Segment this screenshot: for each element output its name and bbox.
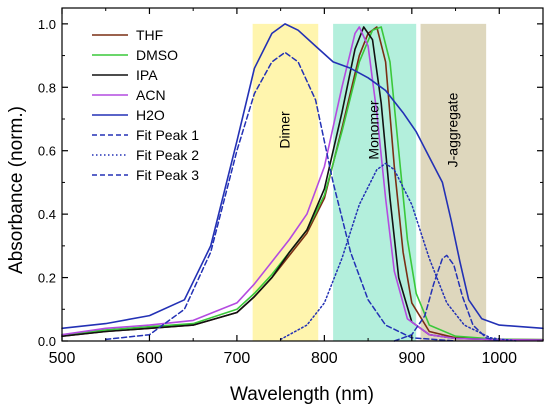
region-labels-layer: Dimer Monomer J-aggregate (276, 92, 460, 167)
y-tick-label: 0.6 (38, 144, 56, 159)
legend-label-dmso: DMSO (136, 47, 178, 63)
x-tick-label: 600 (136, 350, 163, 367)
legend-label-acn: ACN (136, 87, 166, 103)
y-tick-label: 0.8 (38, 80, 56, 95)
series-line-acn (61, 26, 544, 341)
y-tick-label: 0.4 (38, 207, 56, 222)
series-line-fit-peak-1 (104, 51, 457, 342)
x-tick-label: 1000 (481, 350, 517, 367)
series-line-h2o (61, 23, 544, 330)
x-tick-label: 900 (398, 350, 425, 367)
legend-layer: THF DMSO IPA ACN H2O Fit Peak 1 Fit Peak 2 Fit … (92, 27, 199, 183)
series-line-fit-peak-3 (393, 254, 501, 342)
series-layer (61, 23, 544, 342)
region-label-dimer: Dimer (276, 111, 292, 149)
legend-label-fit-peak-2: Fit Peak 2 (136, 147, 199, 163)
y-axis-label: Absorbance (norm.) (6, 106, 27, 274)
legend-label-ipa: IPA (136, 67, 158, 83)
axes-layer: 500 600 700 800 900 1000 0.0 0.2 0.4 0.6 0.8 1.0 (38, 7, 544, 367)
legend-label-fit-peak-1: Fit Peak 1 (136, 127, 199, 143)
legend-label-h2o: H2O (136, 107, 165, 123)
region-band-dimer (252, 23, 319, 341)
plot-frame (61, 7, 544, 342)
series-line-fit-peak-2 (279, 162, 518, 342)
y-tick-label: 0.0 (38, 334, 56, 349)
x-tick-label: 700 (224, 350, 251, 367)
x-tick-label: 800 (311, 350, 338, 367)
legend-label-thf: THF (136, 27, 163, 43)
legend-label-fit-peak-3: Fit Peak 3 (136, 167, 199, 183)
y-tick-label: 0.2 (38, 271, 56, 286)
region-label-monomer: Monomer (366, 100, 382, 159)
x-tick-label: 500 (49, 350, 76, 367)
x-axis-label: Wavelength (nm) (230, 384, 374, 405)
regions-layer (252, 23, 487, 341)
y-tick-label: 1.0 (38, 17, 56, 32)
series-line-dmso (61, 26, 544, 341)
region-label-j-aggregate: J-aggregate (444, 92, 460, 167)
region-band-j-aggregate (420, 23, 487, 341)
